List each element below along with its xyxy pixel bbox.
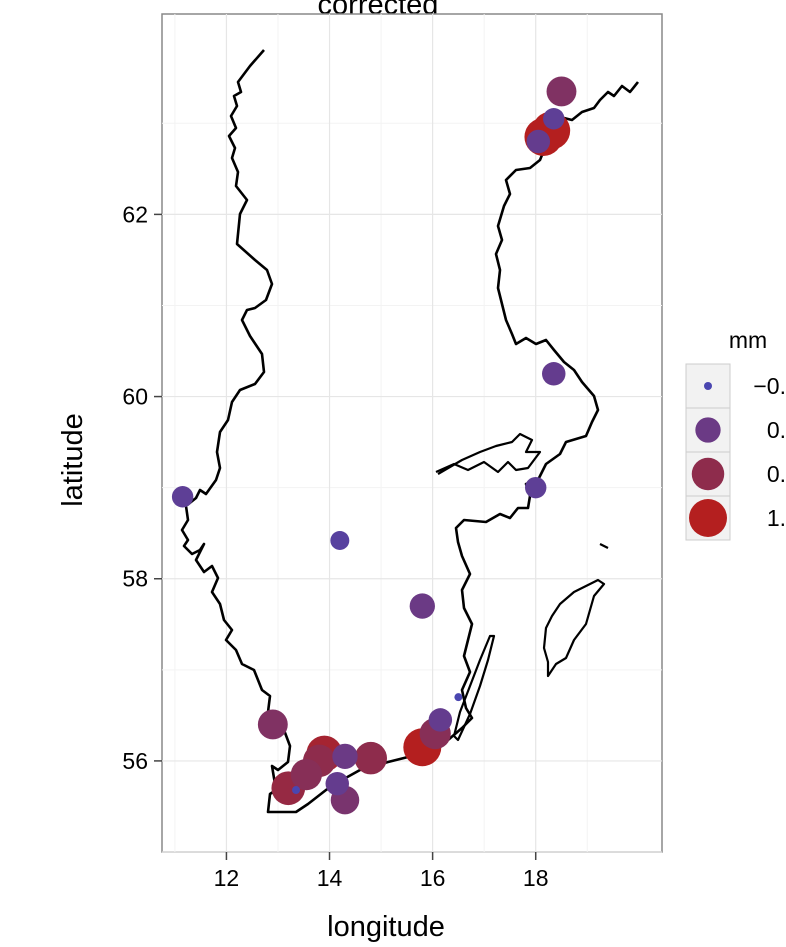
legend-title: mm [729, 327, 767, 353]
legend-entries: −0. 0. 0. 1. [685, 363, 786, 541]
data-point [409, 593, 435, 619]
y-tick-label: 60 [122, 384, 148, 410]
data-point [428, 708, 453, 732]
x-tick-label: 12 [214, 865, 240, 891]
data-point [292, 786, 301, 795]
gotland [542, 578, 606, 678]
legend-symbol [695, 417, 721, 443]
legend-symbol [704, 382, 712, 390]
legend-label: 1. [767, 505, 786, 531]
data-point [454, 693, 463, 702]
data-point [354, 741, 388, 775]
grid-major [162, 14, 662, 852]
x-tick-label: 14 [317, 865, 343, 891]
data-point [332, 743, 358, 770]
grid-minor [162, 14, 662, 853]
legend: mm −0. 0. 0. 1. [685, 327, 786, 541]
data-points [171, 76, 577, 815]
data-point [543, 108, 565, 130]
oland [452, 634, 496, 742]
data-point [525, 476, 547, 499]
data-point [290, 758, 322, 791]
legend-symbol [691, 457, 725, 491]
x-tick-label: 16 [420, 865, 446, 891]
y-tick-label: 62 [122, 201, 148, 227]
y-tick-label: 56 [122, 748, 148, 774]
legend-label: −0. [753, 373, 786, 399]
plot-panel [161, 13, 663, 853]
data-point [526, 129, 551, 154]
legend-label: 0. [767, 417, 786, 443]
data-point [171, 486, 194, 508]
y-tick-label: 58 [122, 566, 148, 592]
x-tick-label: 18 [523, 865, 549, 891]
legend-label: 0. [767, 461, 786, 487]
data-point [257, 709, 288, 740]
data-point [546, 76, 577, 107]
inner-coastline [435, 432, 542, 475]
x-axis-title: longitude [327, 911, 445, 943]
y-axis-title: latitude [57, 413, 89, 507]
data-point [325, 771, 350, 796]
data-point [330, 531, 350, 550]
data-point [542, 362, 566, 386]
coastline [180, 49, 640, 814]
legend-symbol [689, 499, 727, 537]
axis-ticks: 12 14 16 18 56 58 60 62 [122, 201, 548, 891]
farosund [599, 543, 609, 549]
